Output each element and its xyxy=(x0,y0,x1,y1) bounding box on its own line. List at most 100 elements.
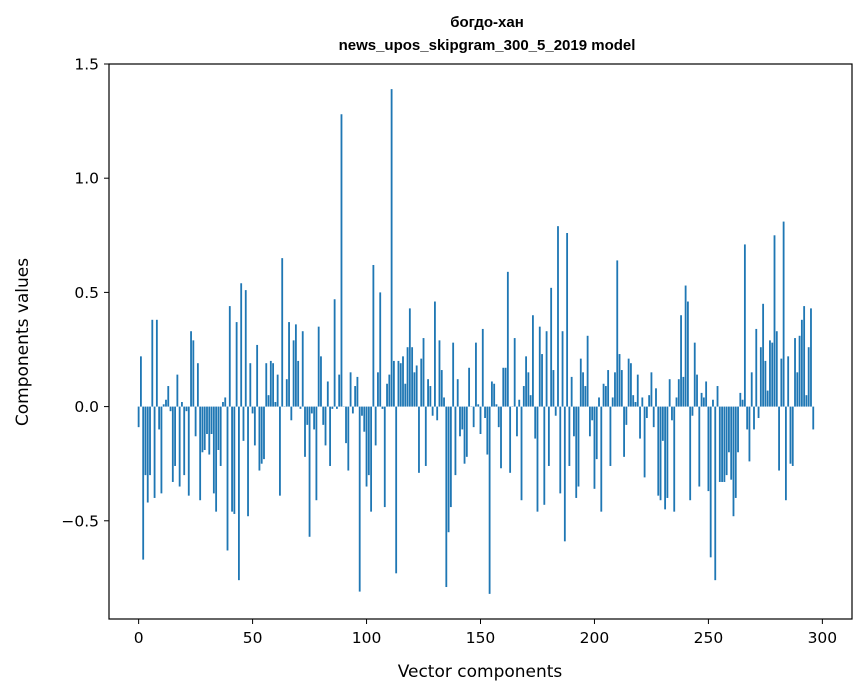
bar-42 xyxy=(233,406,236,514)
bar-40 xyxy=(228,306,231,407)
bar-174 xyxy=(534,406,537,439)
bar-260 xyxy=(730,406,733,480)
bar-243 xyxy=(691,406,694,416)
bar-227 xyxy=(655,388,657,407)
bar-14 xyxy=(169,406,172,412)
bar-182 xyxy=(552,370,555,407)
bar-295 xyxy=(810,308,812,407)
bar-264 xyxy=(739,392,742,407)
bar-93 xyxy=(349,372,352,407)
bar-33 xyxy=(212,406,215,494)
bar-71 xyxy=(299,406,302,409)
bar-28 xyxy=(201,406,204,453)
bar-67 xyxy=(290,406,293,421)
bar-218 xyxy=(634,402,637,407)
bar-98 xyxy=(361,406,363,416)
bar-144 xyxy=(465,406,468,457)
bar-254 xyxy=(716,386,719,407)
bar-112 xyxy=(392,360,395,407)
bar-200 xyxy=(593,406,596,489)
bar-276 xyxy=(766,390,769,407)
bar-58 xyxy=(269,360,272,407)
bar-57 xyxy=(267,395,270,407)
bar-4 xyxy=(146,406,149,503)
bar-257 xyxy=(723,406,726,482)
bar-53 xyxy=(258,406,261,471)
bar-52 xyxy=(256,344,259,407)
bar-24 xyxy=(192,340,195,407)
bar-6 xyxy=(151,319,154,407)
bar-248 xyxy=(702,397,705,407)
bar-273 xyxy=(759,347,762,407)
bar-188 xyxy=(566,233,569,407)
bar-13 xyxy=(167,386,170,407)
bar-161 xyxy=(504,367,507,407)
bar-274 xyxy=(762,303,765,407)
bar-236 xyxy=(675,397,678,407)
bar-197 xyxy=(586,335,589,407)
bar-104 xyxy=(374,406,377,446)
bar-46 xyxy=(242,406,245,441)
bar-62 xyxy=(279,406,281,496)
bar-177 xyxy=(541,354,543,407)
bar-105 xyxy=(377,372,379,407)
bar-153 xyxy=(486,406,489,455)
bar-181 xyxy=(550,287,553,407)
y-tick-label: −0.5 xyxy=(61,512,99,530)
x-tick-label: 50 xyxy=(243,629,263,647)
bar-110 xyxy=(388,374,391,407)
bar-186 xyxy=(561,331,564,407)
bar-163 xyxy=(509,406,512,473)
bar-196 xyxy=(584,386,587,407)
bar-133 xyxy=(440,370,443,407)
bar-284 xyxy=(784,406,787,501)
bar-158 xyxy=(497,406,500,428)
y-axis-label: Components values xyxy=(13,258,33,426)
x-tick-label: 0 xyxy=(134,629,144,647)
bar-29 xyxy=(203,406,206,450)
bar-120 xyxy=(411,347,414,407)
bar-245 xyxy=(696,374,698,407)
bar-216 xyxy=(630,363,632,407)
bar-210 xyxy=(616,260,619,407)
bar-234 xyxy=(671,406,673,421)
bar-36 xyxy=(219,406,222,466)
bar-185 xyxy=(559,406,562,494)
bar-94 xyxy=(351,406,354,414)
bar-265 xyxy=(741,399,744,407)
bar-20 xyxy=(183,406,186,476)
bar-178 xyxy=(543,406,546,505)
bar-290 xyxy=(798,335,801,407)
bar-206 xyxy=(607,370,610,407)
bar-141 xyxy=(459,406,461,437)
chart-subtitle: news_upos_skipgram_300_5_2019 model xyxy=(339,37,636,54)
bar-168 xyxy=(520,406,523,501)
bar-212 xyxy=(620,370,623,407)
bar-49 xyxy=(249,363,252,407)
bar-176 xyxy=(538,326,541,407)
bar-285 xyxy=(787,356,790,407)
bar-134 xyxy=(443,397,445,407)
x-tick-label: 250 xyxy=(694,629,724,647)
bar-102 xyxy=(370,406,373,512)
bar-10 xyxy=(160,406,163,494)
bar-278 xyxy=(771,342,774,407)
bar-250 xyxy=(707,406,710,492)
bar-286 xyxy=(789,406,792,464)
bar-280 xyxy=(775,331,778,407)
bar-130 xyxy=(434,301,436,407)
bar-106 xyxy=(379,292,382,407)
bar-109 xyxy=(386,383,388,407)
bar-65 xyxy=(285,379,288,407)
bar-89 xyxy=(340,114,343,407)
bar-47 xyxy=(244,290,247,407)
bar-169 xyxy=(522,386,525,407)
bar-266 xyxy=(743,244,746,407)
bar-204 xyxy=(602,383,605,407)
bar-80 xyxy=(320,356,322,407)
bar-191 xyxy=(573,406,575,437)
bar-219 xyxy=(636,374,639,407)
bar-261 xyxy=(732,406,735,517)
bar-217 xyxy=(632,395,635,407)
bar-189 xyxy=(568,406,571,466)
